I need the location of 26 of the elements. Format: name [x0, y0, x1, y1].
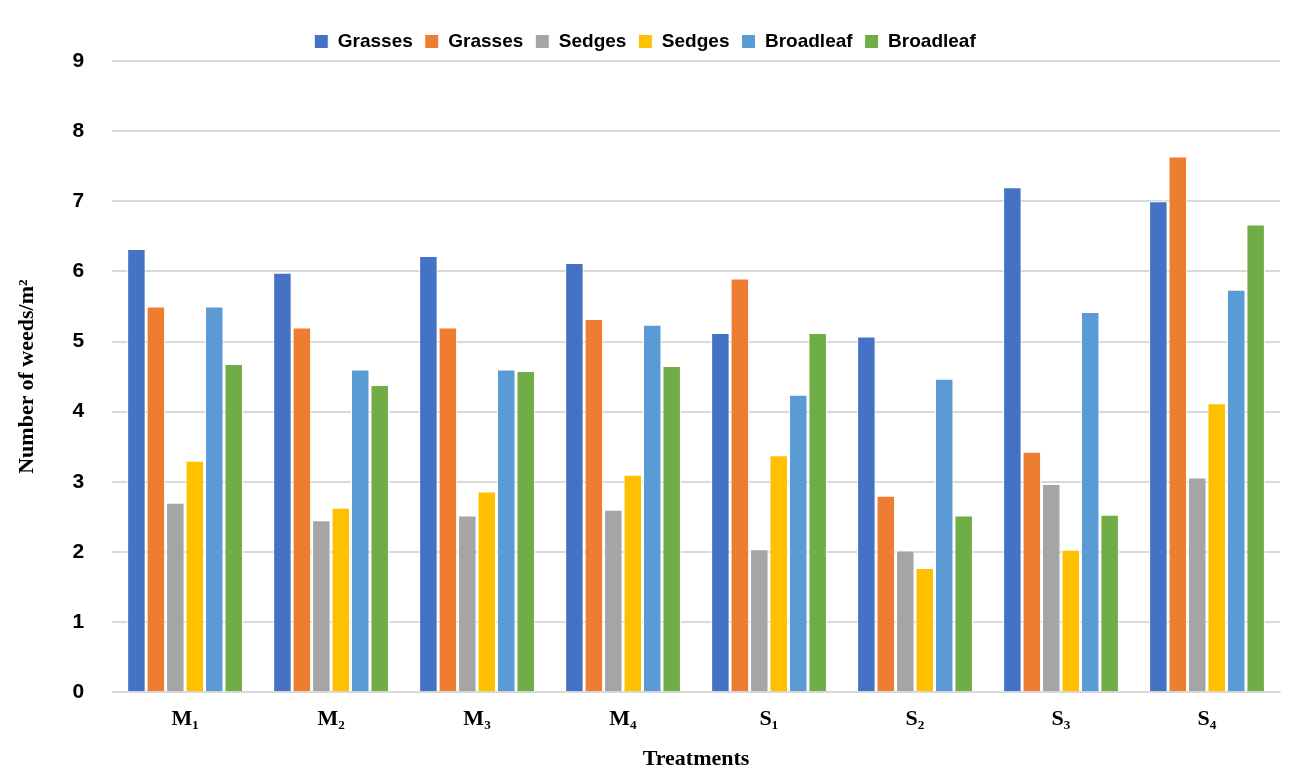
y-tick-label: 2: [72, 538, 85, 562]
y-tick-label: 0: [72, 679, 85, 702]
y-tick-label: 3: [72, 468, 85, 492]
y-tick-label: 7: [72, 188, 85, 212]
legend-label: Broadleaf: [888, 29, 977, 51]
y-tick-label: 9: [72, 47, 85, 71]
y-tick-label: 1: [72, 608, 85, 632]
legend-label: Grasses: [337, 29, 413, 51]
x-tick-label: M₃: [463, 705, 492, 731]
x-tick-label: M₂: [317, 705, 346, 731]
legend-label: Sedges: [558, 29, 627, 51]
x-tick-label: S₄: [1197, 705, 1217, 731]
x-tick-label: S₂: [905, 705, 925, 731]
y-tick-label: 8: [72, 117, 85, 141]
x-tick-label: S₁: [759, 705, 779, 731]
legend-label: Broadleaf: [764, 29, 854, 51]
x-tick-label: M₁: [171, 705, 199, 731]
y-tick-label: 4: [72, 398, 85, 422]
legend-label: Sedges: [661, 29, 730, 51]
x-tick-label: S₃: [1051, 705, 1071, 731]
x-axis-title: Treatments: [642, 745, 750, 771]
y-tick-label: 5: [72, 328, 85, 352]
x-tick-label: M₄: [609, 705, 638, 731]
y-axis-title: Number of weeds/m²: [12, 279, 38, 474]
y-tick-label: 6: [72, 258, 85, 282]
legend-label: Grasses: [448, 29, 524, 51]
